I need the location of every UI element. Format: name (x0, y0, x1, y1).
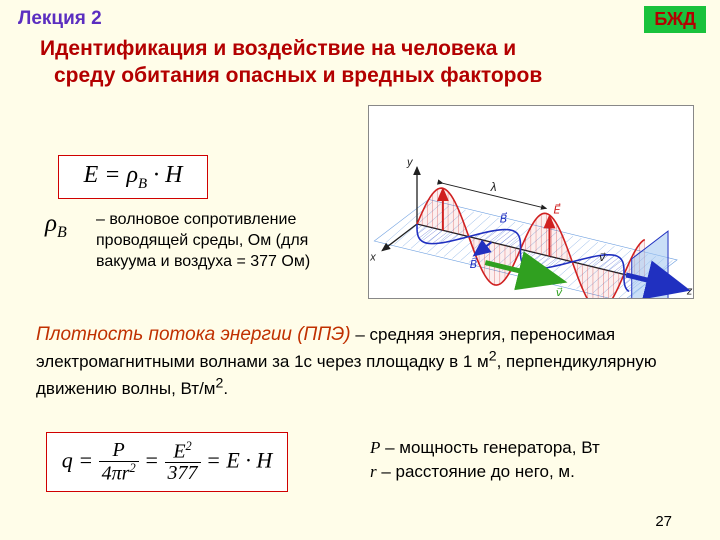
p-definition: P – мощность генератора, Вт (370, 436, 600, 460)
em-wave-diagram: yxzE⃗B⃗B⃗λSv⃗v⃗ (368, 105, 694, 299)
svg-text:B⃗: B⃗ (500, 212, 508, 226)
pr-definitions: P – мощность генератора, Вт r – расстоян… (370, 436, 600, 484)
svg-text:B⃗: B⃗ (470, 257, 478, 271)
ppe-paragraph: Плотность потока энергии (ППЭ) – средняя… (36, 322, 692, 401)
course-badge: БЖД (644, 6, 706, 33)
title-line-2: среду обитания опасных и вредных факторо… (54, 63, 690, 90)
page-number: 27 (655, 513, 672, 530)
ppe-title: Плотность потока энергии (ППЭ) (36, 324, 351, 345)
formula-e-rho-h: E = ρB · H (84, 162, 183, 193)
formula-box-1: E = ρB · H (58, 155, 208, 199)
formula-q-tail: = E · H (206, 447, 272, 472)
fraction-1-num: P (99, 440, 139, 462)
rho-description: – волновое сопротивление проводящей сред… (96, 210, 346, 272)
fraction-1-den: 4πr2 (99, 462, 139, 485)
formula-q-lead: q = (62, 447, 93, 472)
title-line-1: Идентификация и воздействие на человека … (40, 37, 516, 60)
lecture-label: Лекция 2 (18, 8, 102, 30)
svg-text:y: y (406, 156, 414, 168)
fraction-2: E2 377 (165, 440, 201, 485)
formula-box-2: q = P 4πr2 = E2 377 = E · H (46, 432, 288, 492)
fraction-2-den: 377 (165, 463, 201, 484)
rho-symbol: ρB (45, 210, 67, 242)
formula-q: q = P 4πr2 = E2 377 = E · H (62, 440, 272, 485)
svg-text:v⃗: v⃗ (556, 287, 563, 298)
svg-text:v⃗: v⃗ (599, 252, 606, 264)
fraction-2-num: E2 (165, 440, 201, 464)
svg-text:λ: λ (490, 180, 497, 194)
fraction-1: P 4πr2 (99, 440, 139, 485)
page-title: Идентификация и воздействие на человека … (40, 36, 690, 90)
svg-text:E⃗: E⃗ (553, 202, 560, 216)
r-definition: r – расстояние до него, м. (370, 460, 600, 484)
svg-text:x: x (369, 252, 376, 264)
svg-text:z: z (686, 285, 693, 297)
